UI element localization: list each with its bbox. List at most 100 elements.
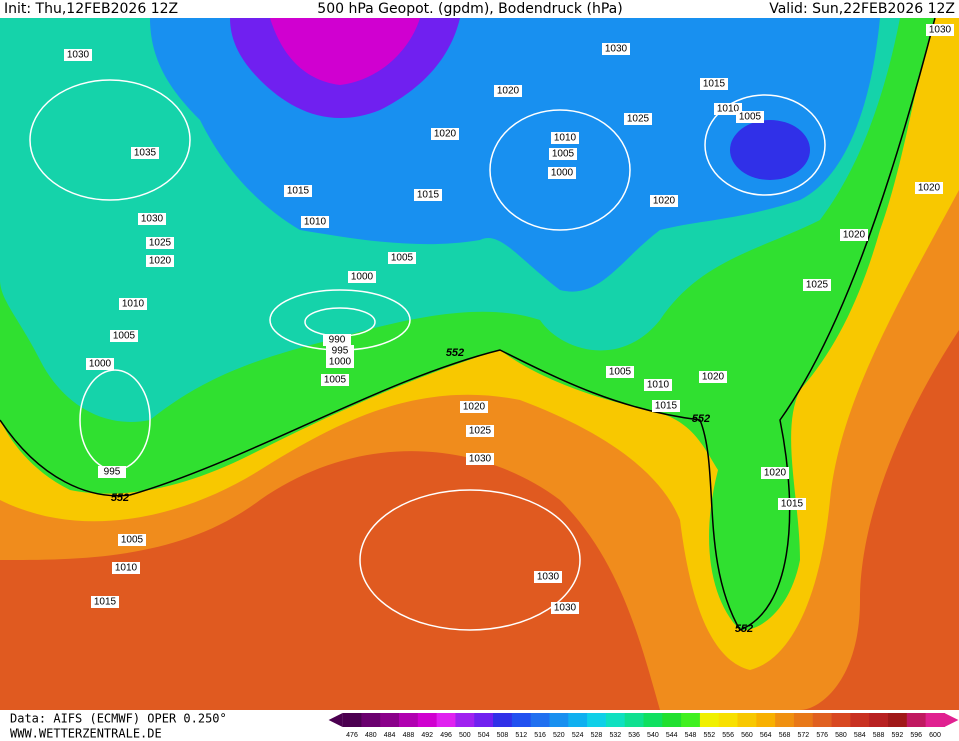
- label-box: [284, 185, 312, 197]
- isobar-label: 1000: [329, 357, 352, 368]
- isobar-label: 1015: [287, 186, 310, 197]
- scale-cell: [812, 713, 833, 727]
- field-magenta: [270, 18, 420, 85]
- scale-cell: [511, 713, 532, 727]
- color-scale: 476 480 484 488 492 496 500 504 508 512 516 520 524 5…: [328, 713, 959, 739]
- scale-cell: [530, 713, 550, 727]
- scale-cell: [342, 713, 362, 727]
- label-box: [91, 596, 119, 608]
- geopotential-label: 552: [111, 492, 129, 504]
- scale-cell: [850, 713, 870, 727]
- isobar-label: 1015: [417, 190, 440, 201]
- isobar: [704, 94, 826, 196]
- scale-label: 504: [478, 732, 490, 739]
- label-box: [466, 453, 494, 465]
- label-box: [548, 167, 576, 179]
- geopotential-label: 552: [735, 623, 753, 635]
- isobar-label: 1005: [552, 149, 575, 160]
- scale-cell: [568, 713, 588, 727]
- scale-cell: [436, 713, 456, 727]
- scale-arrow-right: [944, 713, 959, 727]
- scale-label: 596: [910, 732, 922, 739]
- label-box: [146, 255, 174, 267]
- label-box: [118, 534, 146, 546]
- data-source: Data: AIFS (ECMWF) OPER 0.250°: [10, 712, 227, 726]
- scale-label: 544: [666, 732, 678, 739]
- isobar-label: 1020: [702, 372, 725, 383]
- label-box: [602, 43, 630, 55]
- isobar-label: 1010: [554, 133, 577, 144]
- label-box: [915, 182, 943, 194]
- label-box: [551, 132, 579, 144]
- label-box: [64, 49, 92, 61]
- scale-cell: [662, 713, 682, 727]
- label-box: [699, 371, 727, 383]
- isobar-label: 1020: [434, 129, 457, 140]
- label-box: [323, 334, 351, 346]
- label-box: [98, 466, 126, 478]
- scale-label: 576: [816, 732, 828, 739]
- init-time: Init: Thu,12FEB2026 12Z: [4, 1, 178, 17]
- isobar-label: 1005: [391, 253, 414, 264]
- scale-label: 528: [591, 732, 603, 739]
- geopotential-label: 552: [446, 347, 464, 359]
- label-box: [414, 189, 442, 201]
- label-box: [778, 498, 806, 510]
- isobar-label: 1020: [149, 256, 172, 267]
- isobar-label: 1010: [122, 299, 145, 310]
- label-box: [549, 148, 577, 160]
- scale-cell: [831, 713, 851, 727]
- label-box: [138, 213, 166, 225]
- scale-label: 480: [365, 732, 377, 739]
- scale-label: 520: [553, 732, 565, 739]
- label-box: [321, 374, 349, 386]
- site-name: WWW.WETTERZENTRALE.DE: [10, 727, 162, 741]
- scale-cell: [775, 713, 795, 727]
- label-box: [551, 602, 579, 614]
- label-box: [86, 358, 114, 370]
- scale-cell: [380, 713, 400, 727]
- scale-label: 524: [572, 732, 584, 739]
- map-field: [0, 17, 959, 710]
- isobar-label: 1020: [463, 402, 486, 413]
- scale-label: 592: [892, 732, 904, 739]
- scale-label: 564: [760, 732, 772, 739]
- scale-cell: [455, 713, 475, 727]
- scale-label: 556: [722, 732, 734, 739]
- isobar-label: 990: [329, 335, 346, 346]
- isobar: [489, 109, 631, 231]
- scale-cell: [793, 713, 814, 727]
- label-box: [348, 271, 376, 283]
- scale-cell: [887, 713, 908, 727]
- scale-cell: [737, 713, 757, 727]
- scale-label: 516: [534, 732, 546, 739]
- scale-cell: [681, 713, 701, 727]
- isobar-label: 1010: [304, 217, 327, 228]
- label-box: [131, 147, 159, 159]
- scale-arrow-left: [328, 713, 343, 727]
- isobar-label: 1010: [717, 104, 740, 115]
- label-box: [840, 229, 868, 241]
- scale-cell: [605, 713, 626, 727]
- valid-time: Valid: Sun,22FEB2026 12Z: [769, 1, 955, 17]
- scale-cell: [399, 713, 419, 727]
- isobar-label: 995: [104, 467, 121, 478]
- scale-label: 584: [854, 732, 866, 739]
- isobar-label: 995: [332, 346, 349, 357]
- scale-label: 508: [497, 732, 509, 739]
- scale-cell: [718, 713, 739, 727]
- label-box: [926, 24, 954, 36]
- label-box: [431, 128, 459, 140]
- scale-cell: [361, 713, 381, 727]
- scale-label: 588: [873, 732, 885, 739]
- label-box: [736, 111, 764, 123]
- isobar-label: 1020: [653, 196, 676, 207]
- scale-cell: [925, 713, 945, 727]
- scale-cell: [699, 713, 720, 727]
- label-box: [466, 425, 494, 437]
- isobar-label: 1015: [781, 499, 804, 510]
- isobar-label: 1005: [121, 535, 144, 546]
- low-core: [730, 120, 810, 180]
- scale-cell: [906, 713, 927, 727]
